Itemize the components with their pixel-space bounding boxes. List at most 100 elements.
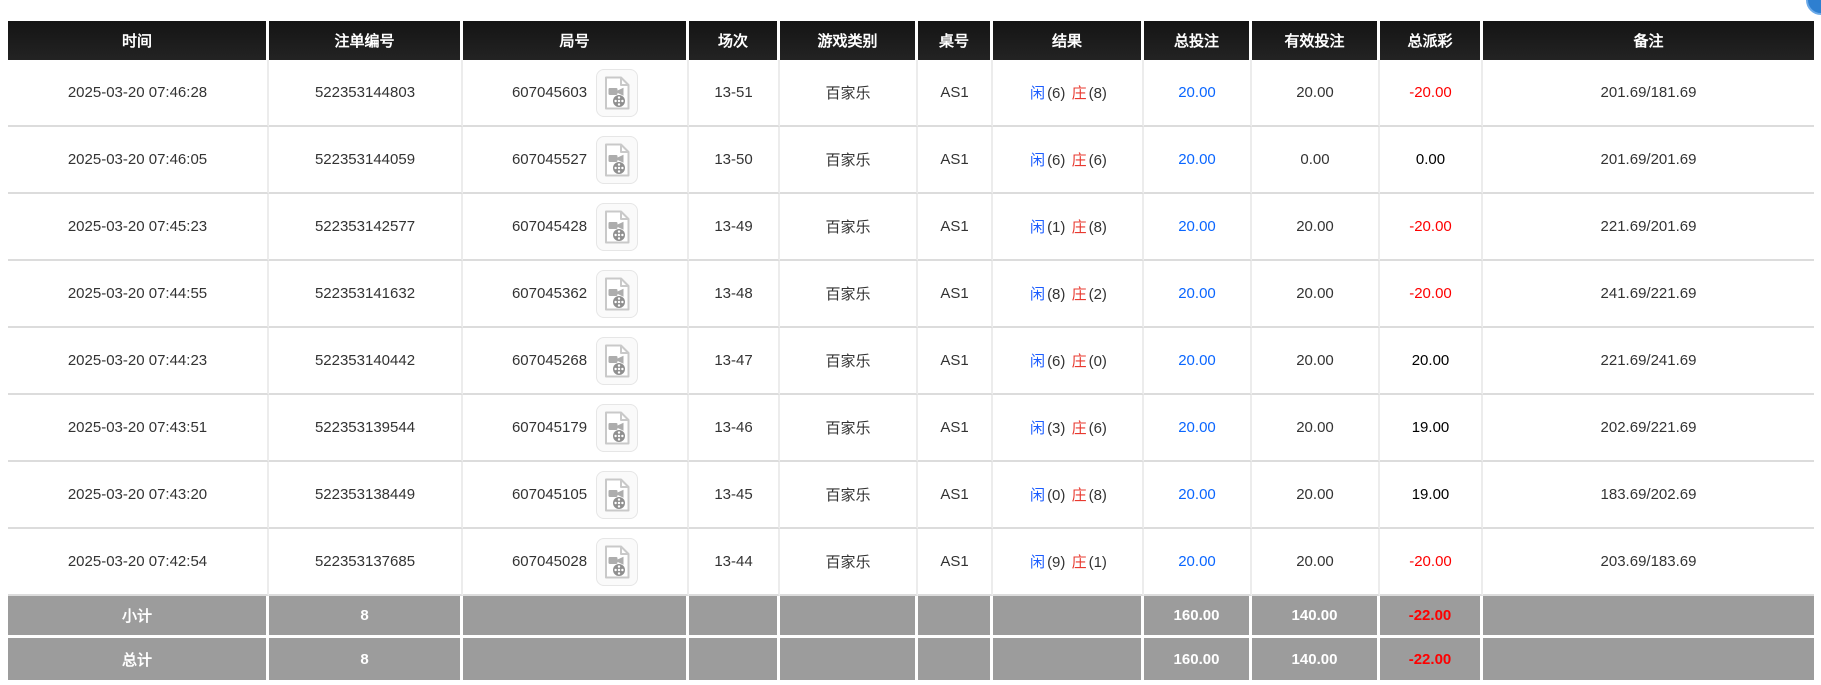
cell-remark: 241.69/221.69 [1483, 261, 1814, 328]
cell-round: 607045603 [463, 60, 689, 127]
cell-total-bet: 20.00 [1144, 328, 1252, 395]
cell-table-no: AS1 [918, 328, 993, 395]
total-empty-game [780, 638, 918, 680]
cell-valid-bet: 20.00 [1252, 395, 1380, 462]
subtotal-label: 小计 [8, 596, 269, 638]
cell-remark: 203.69/183.69 [1483, 529, 1814, 596]
column-header-round: 局号 [463, 21, 689, 60]
result-player-score: (3) [1047, 420, 1066, 437]
column-header-valid-bet: 有效投注 [1252, 21, 1380, 60]
cell-valid-bet: 20.00 [1252, 261, 1380, 328]
video-file-icon [605, 76, 630, 109]
cell-time: 2025-03-20 07:44:23 [8, 328, 269, 395]
round-number: 607045268 [511, 352, 588, 369]
total-empty-remark [1483, 638, 1814, 680]
cell-valid-bet: 20.00 [1252, 60, 1380, 127]
table-row: 2025-03-20 07:43:20 522353138449 6070451… [8, 462, 1814, 529]
column-header-time: 时间 [8, 21, 269, 60]
result-player-score: (8) [1047, 286, 1066, 303]
total-valid-bet: 140.00 [1252, 638, 1380, 680]
video-replay-button[interactable] [596, 68, 639, 117]
cell-time: 2025-03-20 07:46:05 [8, 127, 269, 194]
result-player-score: (1) [1047, 219, 1066, 236]
cell-payout: 0.00 [1380, 127, 1483, 194]
video-file-icon [605, 411, 630, 444]
cell-bet-id: 522353140442 [269, 328, 463, 395]
column-header-total-bet: 总投注 [1144, 21, 1252, 60]
result-banker-label: 庄 [1071, 353, 1087, 370]
cell-payout: -20.00 [1380, 261, 1483, 328]
result-banker-score: (0) [1088, 353, 1107, 370]
round-number: 607045362 [511, 285, 588, 302]
video-replay-button[interactable] [596, 470, 639, 519]
bet-records-table: 时间 注单编号 局号 场次 游戏类别 桌号 结果 总投注 有效投注 总派彩 备注… [8, 21, 1814, 680]
cell-session: 13-50 [689, 127, 780, 194]
cell-valid-bet: 20.00 [1252, 328, 1380, 395]
video-file-icon [605, 545, 630, 578]
table-row: 2025-03-20 07:46:28 522353144803 6070456… [8, 60, 1814, 127]
result-banker-score: (1) [1088, 554, 1107, 571]
result-banker-score: (6) [1088, 152, 1107, 169]
cell-bet-id: 522353142577 [269, 194, 463, 261]
result-banker-score: (8) [1088, 85, 1107, 102]
total-empty-session [689, 638, 780, 680]
cell-table-no: AS1 [918, 60, 993, 127]
cell-table-no: AS1 [918, 529, 993, 596]
video-replay-button[interactable] [596, 336, 639, 385]
cell-game-type: 百家乐 [780, 127, 918, 194]
cell-time: 2025-03-20 07:43:20 [8, 462, 269, 529]
subtotal-payout: -22.00 [1380, 596, 1483, 638]
video-replay-button[interactable] [596, 135, 639, 184]
result-banker-label: 庄 [1071, 85, 1087, 102]
cell-bet-id: 522353137685 [269, 529, 463, 596]
column-header-bet-id: 注单编号 [269, 21, 463, 60]
cell-result: 闲 (0) 庄 (8) [993, 462, 1144, 529]
video-replay-button[interactable] [596, 537, 639, 586]
subtotal-empty-game [780, 596, 918, 638]
result-banker-score: (2) [1088, 286, 1107, 303]
cell-session: 13-44 [689, 529, 780, 596]
video-replay-button[interactable] [596, 269, 639, 318]
total-row: 总计 8 160.00 140.00 -22.00 [8, 638, 1814, 680]
cell-payout: 19.00 [1380, 395, 1483, 462]
cell-bet-id: 522353144803 [269, 60, 463, 127]
cell-time: 2025-03-20 07:46:28 [8, 60, 269, 127]
total-empty-result [993, 638, 1144, 680]
video-replay-button[interactable] [596, 202, 639, 251]
round-number: 607045105 [511, 486, 588, 503]
cell-result: 闲 (6) 庄 (6) [993, 127, 1144, 194]
table-row: 2025-03-20 07:42:54 522353137685 6070450… [8, 529, 1814, 596]
cell-result: 闲 (1) 庄 (8) [993, 194, 1144, 261]
video-replay-button[interactable] [596, 403, 639, 452]
cell-table-no: AS1 [918, 261, 993, 328]
cell-game-type: 百家乐 [780, 261, 918, 328]
cell-session: 13-46 [689, 395, 780, 462]
subtotal-empty-session [689, 596, 780, 638]
subtotal-empty-table [918, 596, 993, 638]
cell-bet-id: 522353139544 [269, 395, 463, 462]
table-row: 2025-03-20 07:44:23 522353140442 6070452… [8, 328, 1814, 395]
cell-time: 2025-03-20 07:42:54 [8, 529, 269, 596]
cell-bet-id: 522353138449 [269, 462, 463, 529]
cell-remark: 201.69/201.69 [1483, 127, 1814, 194]
subtotal-valid-bet: 140.00 [1252, 596, 1380, 638]
cell-table-no: AS1 [918, 194, 993, 261]
table-row: 2025-03-20 07:43:51 522353139544 6070451… [8, 395, 1814, 462]
result-banker-label: 庄 [1071, 487, 1087, 504]
floating-widget-corner[interactable] [1806, 0, 1821, 15]
cell-session: 13-49 [689, 194, 780, 261]
total-total-bet: 160.00 [1144, 638, 1252, 680]
cell-valid-bet: 20.00 [1252, 462, 1380, 529]
total-count: 8 [269, 638, 463, 680]
result-banker-score: (8) [1088, 219, 1107, 236]
table-header: 时间 注单编号 局号 场次 游戏类别 桌号 结果 总投注 有效投注 总派彩 备注 [8, 21, 1814, 60]
header-row: 时间 注单编号 局号 场次 游戏类别 桌号 结果 总投注 有效投注 总派彩 备注 [8, 21, 1814, 60]
result-banker-label: 庄 [1071, 286, 1087, 303]
column-header-remark: 备注 [1483, 21, 1814, 60]
cell-round: 607045028 [463, 529, 689, 596]
cell-total-bet: 20.00 [1144, 60, 1252, 127]
cell-round: 607045527 [463, 127, 689, 194]
cell-time: 2025-03-20 07:43:51 [8, 395, 269, 462]
round-number: 607045527 [511, 151, 588, 168]
cell-payout: -20.00 [1380, 529, 1483, 596]
